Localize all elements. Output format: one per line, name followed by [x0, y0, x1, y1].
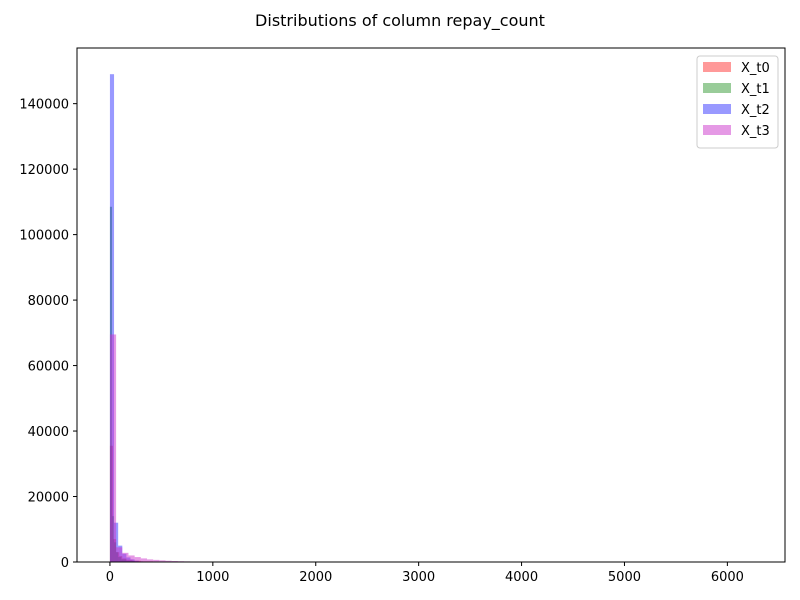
bar-X_t3-4: [134, 557, 141, 562]
x-tick-label: 4000: [505, 570, 538, 585]
bar-X_t2-0: [109, 74, 115, 562]
legend: X_t0 X_t1 X_t2 X_t3: [696, 55, 779, 149]
x-tick-label: 6000: [711, 570, 744, 585]
legend-label-X_t2: X_t2: [741, 103, 770, 118]
bar-X_t3-3: [128, 555, 135, 562]
legend-swatch-X_t0: [703, 62, 731, 72]
bar-X_t3-8: [159, 560, 166, 562]
axes-frame: [76, 47, 786, 563]
bar-X_t3-1: [116, 547, 123, 562]
legend-label-X_t0: X_t0: [741, 61, 770, 76]
y-tick-label: 100000: [19, 229, 69, 244]
legend-label-X_t3: X_t3: [741, 124, 770, 139]
y-axis: 0 20000 40000 60000 80000 100000 120000 140000: [19, 98, 77, 571]
y-tick-label: 20000: [28, 491, 69, 506]
bar-X_t3-2: [122, 552, 129, 562]
x-tick-label: 0: [106, 570, 114, 585]
bar-X_t3-9: [165, 560, 172, 562]
y-tick-label: 0: [61, 556, 69, 571]
chart-title: Distributions of column repay_count: [255, 11, 545, 31]
x-tick-label: 5000: [608, 570, 641, 585]
y-tick-label: 60000: [28, 360, 69, 375]
bar-X_t3-7: [153, 559, 160, 562]
bar-X_t3-6: [146, 559, 154, 562]
x-tick-label: 2000: [299, 570, 332, 585]
legend-swatch-X_t3: [703, 125, 731, 135]
bar-X_t3-0: [109, 334, 117, 562]
bar-X_t3-5: [140, 558, 147, 562]
legend-swatch-X_t1: [703, 83, 731, 93]
y-tick-label: 120000: [19, 163, 69, 178]
legend-swatch-X_t2: [703, 104, 731, 114]
x-axis: 0 1000 2000 3000 4000 5000 6000: [106, 562, 744, 585]
y-tick-label: 80000: [28, 294, 69, 309]
y-tick-label: 140000: [19, 98, 69, 113]
x-tick-label: 3000: [402, 570, 435, 585]
y-tick-label: 40000: [28, 425, 69, 440]
x-tick-label: 1000: [196, 570, 229, 585]
legend-label-X_t1: X_t1: [741, 82, 770, 97]
